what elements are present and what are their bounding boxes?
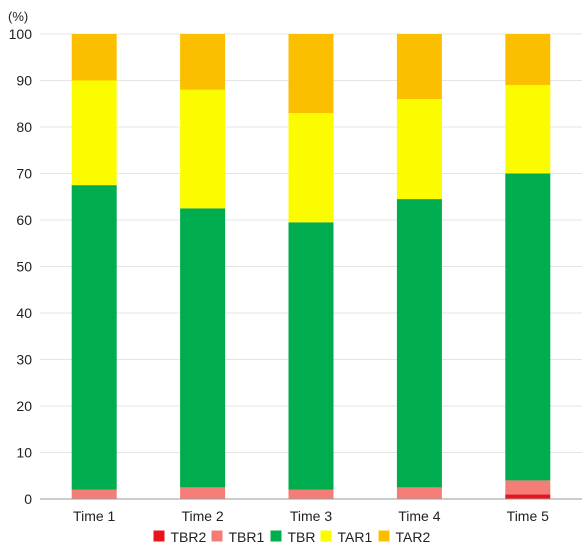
y-axis-unit-label: (%) <box>8 9 28 24</box>
legend: TBR2 TBR1 TBR TAR1 TAR2 <box>153 529 431 545</box>
bar-time-2-tbr1 <box>180 487 226 499</box>
bar-time-3-tar2 <box>288 34 334 114</box>
y-tick-label-60: 60 <box>16 212 32 228</box>
legend-swatch-tbr2 <box>153 530 165 542</box>
bar-time-1-tbr <box>71 185 117 490</box>
bars <box>71 34 551 499</box>
legend-label-tbr2: TBR2 <box>171 529 207 545</box>
x-tick-label-time-5: Time 5 <box>507 508 549 524</box>
legend-swatch-tbr1 <box>211 530 223 542</box>
bar-time-5-tbr <box>505 173 551 481</box>
y-tick-label-10: 10 <box>16 445 32 461</box>
y-tick-label-50: 50 <box>16 259 32 275</box>
bar-time-2-tar1 <box>180 89 226 209</box>
legend-swatch-tar1 <box>320 530 332 542</box>
y-tick-label-80: 80 <box>16 119 32 135</box>
y-tick-label-20: 20 <box>16 398 32 414</box>
bar-time-2-tbr <box>180 208 226 488</box>
bar-time-3-tar1 <box>288 113 334 223</box>
y-tick-label-0: 0 <box>24 491 32 507</box>
x-tick-label-time-1: Time 1 <box>73 508 115 524</box>
y-tick-label-70: 70 <box>16 166 32 182</box>
bar-time-5-tbr2 <box>505 494 551 499</box>
bar-time-4-tar2 <box>396 34 442 100</box>
x-tick-label-time-3: Time 3 <box>290 508 332 524</box>
y-tick-label-40: 40 <box>16 305 32 321</box>
bar-time-1-tbr1 <box>71 489 117 499</box>
bar-time-3-tbr <box>288 222 334 490</box>
legend-label-tbr: TBR <box>288 529 316 545</box>
legend-swatch-tar2 <box>378 530 390 542</box>
x-tick-label-time-4: Time 4 <box>398 508 440 524</box>
bar-time-5-tbr1 <box>505 480 551 495</box>
bar-time-4-tar1 <box>396 99 442 200</box>
y-tick-label-100: 100 <box>9 26 33 42</box>
bar-time-5-tar1 <box>505 85 551 174</box>
legend-label-tar1: TAR1 <box>338 529 373 545</box>
bar-time-5-tar2 <box>505 34 551 86</box>
legend-swatch-tbr <box>270 530 282 542</box>
x-tick-label-time-2: Time 2 <box>181 508 223 524</box>
bar-time-2-tar2 <box>180 34 226 90</box>
bar-time-4-tbr1 <box>396 487 442 499</box>
bar-time-3-tbr1 <box>288 489 334 499</box>
y-tick-label-30: 30 <box>16 352 32 368</box>
bar-time-4-tbr <box>396 199 442 488</box>
x-axis-ticks: Time 1 Time 2 Time 3 Time 4 Time 5 <box>73 508 549 524</box>
y-tick-label-90: 90 <box>16 73 32 89</box>
bar-time-1-tar2 <box>71 34 117 81</box>
bar-time-1-tar1 <box>71 80 117 186</box>
legend-label-tbr1: TBR1 <box>229 529 265 545</box>
legend-label-tar2: TAR2 <box>396 529 431 545</box>
y-axis-ticks: 0 10 20 30 40 50 60 70 80 90 100 <box>9 26 33 507</box>
